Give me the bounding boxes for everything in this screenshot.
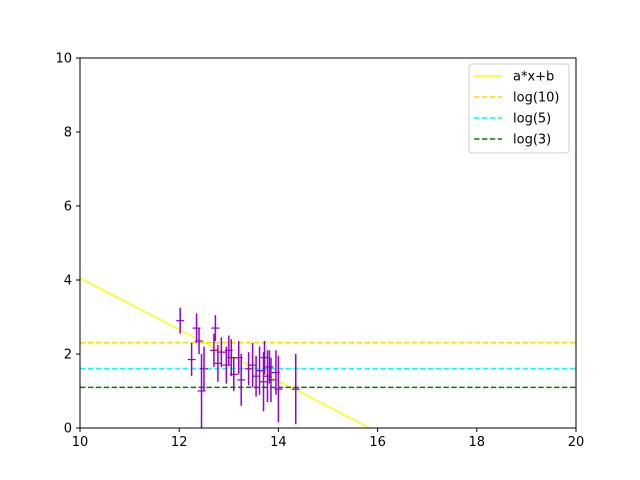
data-point: [265, 350, 274, 384]
data-point: [244, 352, 253, 386]
plot-frame: [79, 57, 577, 429]
legend: a*x+b log(10) log(5) log(3): [468, 63, 570, 154]
data-point: [217, 337, 226, 367]
x-tick-label: 10: [72, 435, 89, 450]
x-tick-label: 18: [469, 435, 486, 450]
x-tick-label: 16: [369, 435, 386, 450]
legend-label: a*x+b: [513, 70, 554, 85]
legend-label: log(3): [513, 133, 551, 148]
data-point: [274, 355, 283, 423]
series-line-0: [80, 277, 371, 428]
y-tick-label: 2: [64, 348, 72, 363]
x-tick-label: 12: [171, 435, 188, 450]
x-axis: 10 12 14 16 18 20: [72, 428, 585, 450]
plot-content: [80, 277, 576, 428]
legend-label: log(10): [513, 91, 560, 106]
y-tick-label: 4: [64, 274, 72, 289]
data-point: [211, 315, 220, 342]
data-point: [187, 342, 196, 377]
data-point: [229, 357, 238, 391]
data-point: [252, 355, 261, 397]
y-axis: 0 2 4 6 8 10: [55, 52, 80, 437]
y-tick-label: 0: [64, 422, 72, 437]
y-tick-label: 10: [55, 52, 72, 67]
data-point: [176, 307, 185, 334]
data-point: [237, 354, 246, 406]
y-tick-label: 6: [64, 200, 72, 215]
x-tick-label: 14: [270, 435, 287, 450]
y-tick-label: 8: [64, 126, 72, 141]
data-point: [291, 354, 300, 425]
data-point: [266, 357, 275, 403]
data-point: [259, 352, 268, 412]
legend-label: log(5): [513, 112, 551, 127]
legend-box: [468, 63, 570, 154]
data-point: [213, 344, 222, 382]
data-point: [209, 333, 218, 367]
x-tick-label: 20: [568, 435, 585, 450]
data-point: [248, 342, 257, 388]
data-point: [255, 346, 264, 395]
data-point: [200, 346, 208, 391]
data-point: [195, 328, 204, 354]
